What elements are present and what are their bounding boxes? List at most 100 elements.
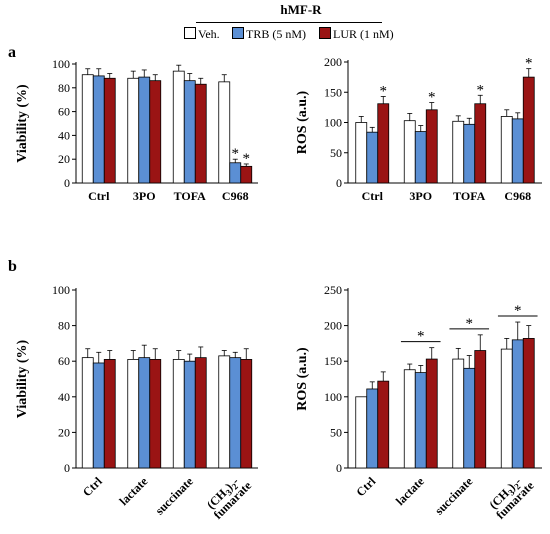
chart-a-viability: Viability (%) 0 20 40 60 80 100 Ctrl 3PO TOFA C968… (15, 57, 258, 200)
bar-succinate-trb (183, 360, 196, 469)
bar-lactate-trb (414, 372, 427, 469)
y-tick-label: 0 (64, 461, 70, 475)
bar-ctrl-lur (377, 380, 390, 469)
x-tick-label-3po: 3PO (409, 189, 432, 200)
legend: Veh. TRB (5 nM) LUR (1 nM) (184, 27, 434, 43)
significance-star-lactate: * (417, 329, 425, 345)
x-tick-label-c968: C968 (504, 189, 531, 200)
x-tick-label-3po: 3PO (133, 189, 156, 200)
bar-3po-veh (127, 77, 140, 184)
legend-item-trb: TRB (5 nM) (232, 27, 306, 42)
y-tick-label: 20 (58, 152, 70, 166)
bar-succinate-veh (452, 358, 465, 469)
y-tick-label: 100 (324, 390, 342, 404)
bar-ch3-2-fumarate-lur (522, 338, 535, 469)
chart-b-viability: Viability (%) 0 20 40 60 80 100 Ctrl lactate succ… (15, 283, 258, 522)
significance-star-c968: * (243, 151, 251, 167)
x-tick-label-lactate: lactate (116, 474, 150, 508)
bar-c968-lur (522, 76, 535, 184)
bar-tofa-trb (183, 80, 196, 184)
x-tick-label-ctrl: Ctrl (353, 474, 378, 499)
y-tick-label: 200 (324, 319, 342, 333)
bar-lactate-trb (138, 357, 151, 469)
x-tick-label-tofa: TOFA (174, 189, 207, 200)
legend-label-lur: LUR (1 nM) (333, 27, 394, 41)
bar-c968-lur (240, 165, 253, 184)
bar-ch3-2-fumarate-lur (240, 359, 253, 469)
bar-tofa-veh (452, 120, 465, 184)
y-tick-label: 40 (58, 390, 70, 404)
bar-ctrl-veh (355, 122, 368, 184)
y-tick-label: 80 (58, 81, 70, 95)
y-tick-label: 60 (58, 354, 70, 368)
y-tick-label: 50 (330, 146, 342, 160)
x-tick-label-ctrl: Ctrl (362, 189, 384, 200)
bar-succinate-lur (474, 350, 487, 469)
y-tick-label: 80 (58, 319, 70, 333)
x-tick-label-ctrl: Ctrl (80, 474, 105, 499)
legend-swatch-trb (232, 27, 244, 39)
figure-header-title: hMF-R (280, 2, 322, 17)
bar-c968-trb (229, 162, 242, 184)
y-axis-label: Viability (%) (15, 339, 30, 418)
significance-star-c968: * (232, 146, 240, 162)
significance-star-3po: * (428, 90, 436, 106)
bar-ctrl-lur (103, 77, 116, 184)
y-tick-label: 60 (58, 105, 70, 119)
significance-star-c968: * (525, 56, 533, 72)
bar-ch3-2-fumarate-veh (218, 355, 231, 469)
bar-tofa-trb (463, 123, 476, 184)
bar-ch3-2-fumarate-veh (500, 348, 513, 469)
legend-swatch-lur (319, 27, 331, 39)
x-tick-label-succinate: succinate (432, 474, 476, 518)
bar-lactate-lur (425, 358, 438, 469)
bar-ch3-2-fumarate-trb (511, 339, 524, 469)
x-tick-label-succinate: succinate (153, 474, 197, 518)
panel-label-b: b (8, 258, 17, 275)
y-tick-label: 100 (52, 283, 70, 297)
bar-lactate-lur (149, 359, 162, 469)
y-tick-label: 200 (324, 55, 342, 69)
y-tick-label: 50 (330, 425, 342, 439)
y-tick-label: 150 (324, 85, 342, 99)
chart-b-ros: ROS (a.u.) 0 50 100 150 200 250 Ctrl lactate succ… (295, 283, 542, 522)
bar-lactate-veh (403, 369, 416, 469)
bar-ctrl-veh (355, 396, 368, 469)
panel-label-a: a (8, 44, 16, 61)
bar-3po-trb (414, 131, 427, 184)
y-tick-label: 40 (58, 128, 70, 142)
y-tick-label: 100 (324, 116, 342, 130)
bar-3po-lur (425, 109, 438, 184)
y-tick-label: 250 (324, 283, 342, 297)
significance-star-ch3-2-fumarate: * (514, 303, 522, 319)
bar-c968-veh (218, 81, 231, 184)
y-tick-label: 20 (58, 425, 70, 439)
bar-ctrl-trb (366, 131, 379, 184)
x-tick-label-c968: C968 (222, 189, 249, 200)
bar-succinate-trb (463, 367, 476, 469)
bar-ctrl-veh (81, 74, 94, 184)
header-rule (196, 22, 382, 23)
bar-ctrl-trb (92, 362, 105, 469)
bar-c968-trb (511, 118, 524, 184)
bar-succinate-lur (194, 357, 207, 469)
bar-3po-trb (138, 76, 151, 184)
y-tick-label: 0 (336, 461, 342, 475)
legend-label-trb: TRB (5 nM) (246, 27, 306, 41)
y-axis-label: ROS (a.u.) (295, 347, 310, 411)
y-tick-label: 100 (52, 57, 70, 71)
x-tick-label-lactate: lactate (393, 474, 427, 508)
x-tick-label-tofa: TOFA (453, 189, 486, 200)
legend-item-veh: Veh. (184, 27, 220, 42)
bar-ctrl-lur (103, 359, 116, 469)
bar-c968-veh (500, 116, 513, 184)
bar-tofa-lur (194, 83, 207, 184)
legend-swatch-veh (184, 27, 196, 39)
bar-succinate-veh (172, 359, 185, 469)
bar-tofa-lur (474, 103, 487, 184)
significance-star-succinate: * (466, 316, 474, 332)
x-tick-label-ch3-2-fumarate: (CH3)2-fumarate (202, 470, 254, 522)
bar-tofa-veh (172, 70, 185, 184)
significance-star-tofa: * (477, 82, 485, 98)
